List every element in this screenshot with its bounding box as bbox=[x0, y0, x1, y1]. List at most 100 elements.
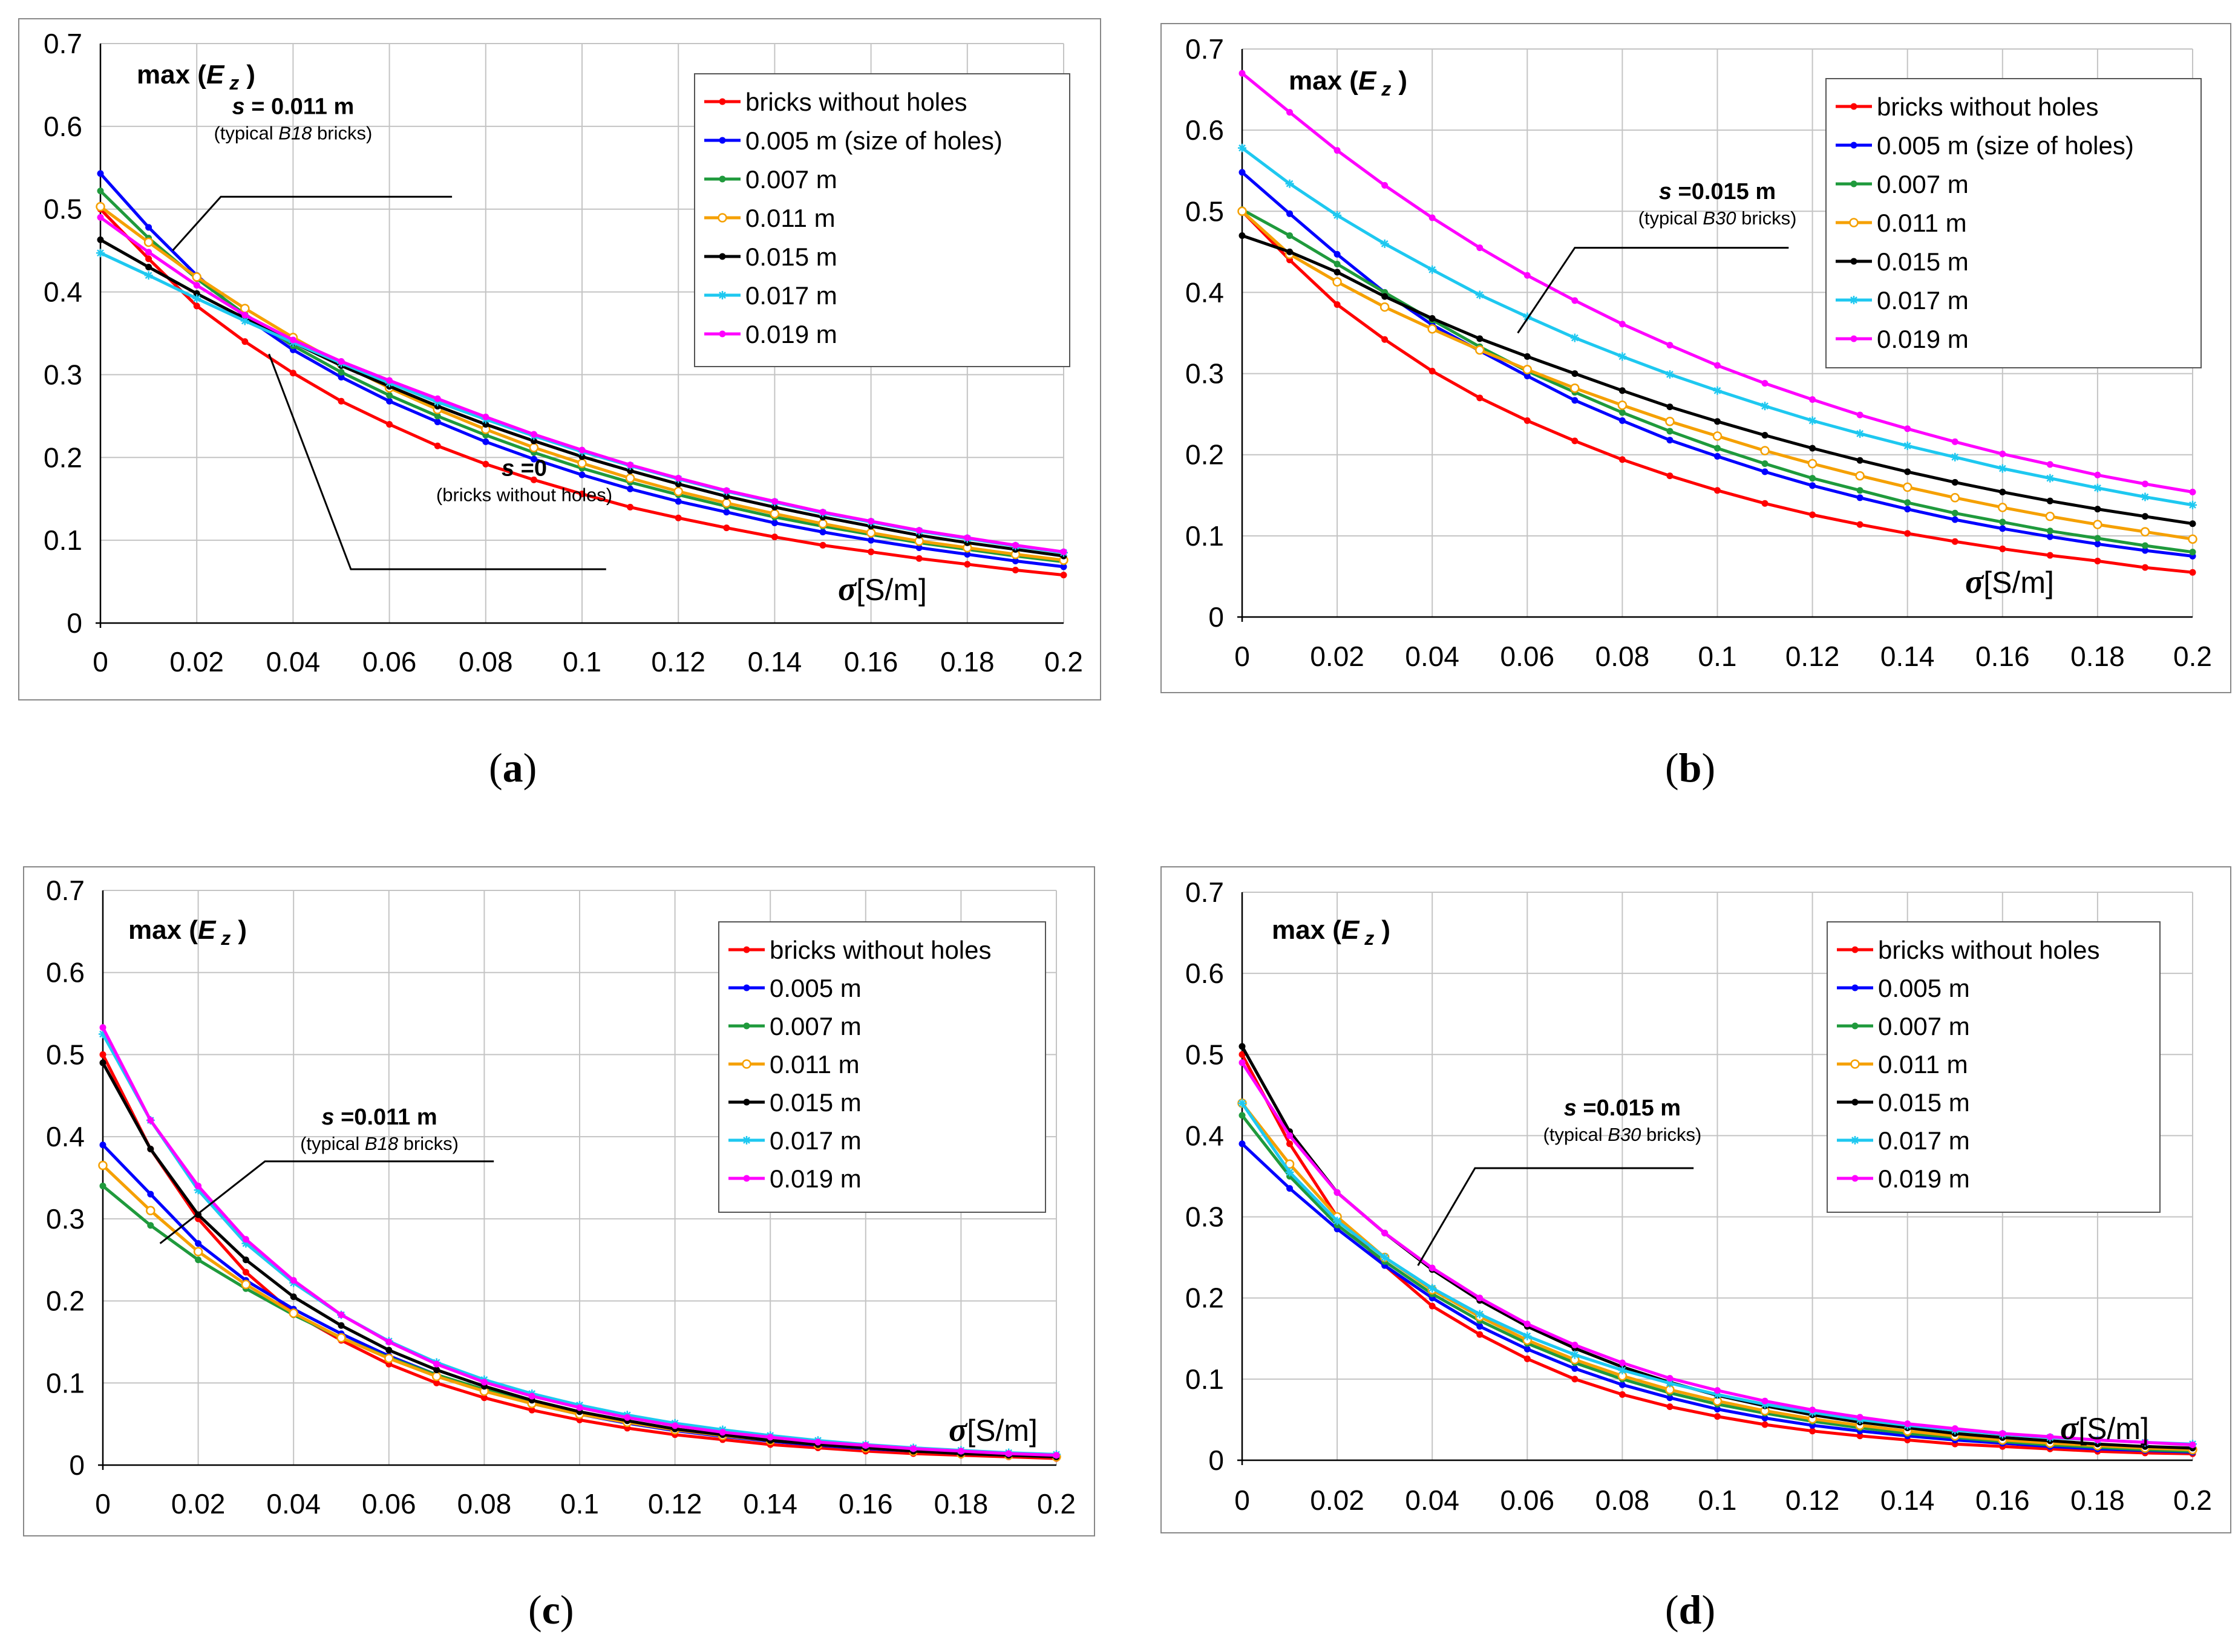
data-point bbox=[1523, 1345, 1531, 1353]
data-point bbox=[576, 1404, 583, 1411]
data-point bbox=[241, 338, 249, 345]
data-point bbox=[1856, 494, 1863, 501]
annotation-value: =0 bbox=[514, 455, 547, 481]
data-point bbox=[1666, 472, 1674, 480]
line-chart-a: 0 0.1 0.2 0.3 0.4 0.5 0.6 0.7 0 0.02 0.04 0.06 0.08 0… bbox=[18, 18, 1101, 700]
data-point bbox=[1428, 1302, 1436, 1310]
data-point bbox=[336, 1333, 346, 1343]
data-point bbox=[434, 413, 441, 420]
data-point bbox=[2046, 1433, 2053, 1440]
data-point bbox=[1714, 1387, 1721, 1394]
series-6 bbox=[1238, 143, 2197, 509]
data-point bbox=[1333, 260, 1341, 267]
data-point bbox=[99, 1059, 106, 1066]
data-point bbox=[1904, 425, 1911, 433]
data-point bbox=[192, 294, 201, 303]
data-point bbox=[1714, 1405, 1721, 1412]
x-tick-label: 0.18 bbox=[934, 1488, 989, 1520]
y-tick-label: 0.1 bbox=[46, 1367, 85, 1399]
data-point bbox=[97, 170, 104, 177]
y-tick-label: 0.5 bbox=[1185, 1039, 1224, 1070]
data-point bbox=[1380, 1253, 1389, 1262]
legend-marker bbox=[719, 330, 726, 338]
data-point bbox=[1523, 417, 1531, 424]
data-point bbox=[1618, 1359, 1626, 1366]
data-point bbox=[771, 534, 778, 541]
data-point bbox=[1476, 1323, 1484, 1330]
data-point bbox=[957, 1448, 964, 1455]
legend-item: 0.005 m (size of holes) bbox=[704, 126, 1003, 155]
annotation-label: s =0.015 m bbox=[1659, 179, 1776, 204]
data-point bbox=[1571, 397, 1579, 404]
data-point bbox=[578, 453, 586, 460]
data-point bbox=[1570, 383, 1580, 393]
legend-item: 0.019 m bbox=[728, 1164, 862, 1193]
data-point bbox=[2094, 557, 2101, 564]
data-point bbox=[767, 1434, 774, 1441]
data-point bbox=[1238, 232, 1246, 240]
data-point bbox=[1666, 1403, 1674, 1410]
legend-marker bbox=[1850, 180, 1857, 188]
data-point bbox=[2094, 535, 2101, 542]
y-tick-label: 0.2 bbox=[1185, 1282, 1224, 1314]
legend-label: 0.011 m bbox=[1878, 1050, 1968, 1079]
y-tick-label: 0.5 bbox=[1185, 195, 1224, 227]
data-point bbox=[1666, 428, 1674, 435]
data-point bbox=[1286, 1140, 1294, 1148]
data-point bbox=[195, 1240, 202, 1247]
x-tick-label: 0.1 bbox=[1698, 641, 1737, 672]
annotation-1: s =0.015 m (typical B30 bricks) bbox=[1417, 1095, 1701, 1266]
data-point bbox=[1904, 506, 1911, 513]
line-chart-d: 0 0.1 0.2 0.3 0.4 0.5 0.6 0.7 0 0.02 0.04 0.06 0.08 0… bbox=[1160, 866, 2231, 1533]
x-tick-label: 0.16 bbox=[844, 646, 898, 677]
x-tick-label: 0.16 bbox=[1975, 641, 2030, 672]
data-point bbox=[1951, 452, 1960, 462]
legend-marker bbox=[1851, 1175, 1859, 1182]
data-point bbox=[627, 503, 634, 511]
data-point bbox=[1618, 417, 1626, 424]
data-point bbox=[1428, 214, 1436, 221]
data-point bbox=[625, 473, 635, 483]
data-point bbox=[528, 1406, 535, 1414]
data-point bbox=[719, 1429, 726, 1436]
data-point bbox=[193, 302, 200, 310]
x-axis-label: σ[S/m] bbox=[949, 1411, 1038, 1449]
x-tick-label: 0.08 bbox=[1595, 1484, 1650, 1516]
y-tick-label: 0.6 bbox=[44, 111, 82, 142]
y-tick-label: 0.6 bbox=[1185, 114, 1224, 146]
y-tick-label: 0 bbox=[1208, 1445, 1224, 1476]
data-point bbox=[1950, 493, 1960, 503]
legend-label: 0.005 m bbox=[770, 974, 862, 1002]
data-point bbox=[1379, 302, 1390, 312]
y-tick-label: 0 bbox=[67, 607, 82, 639]
data-point bbox=[1809, 445, 1816, 452]
data-point bbox=[290, 1293, 297, 1301]
data-point bbox=[2046, 474, 2055, 483]
data-point bbox=[915, 527, 923, 534]
x-tick-label: 0.2 bbox=[2173, 1484, 2212, 1516]
data-point bbox=[145, 224, 152, 231]
x-tick-label: 0.06 bbox=[1500, 1484, 1555, 1516]
legend-box bbox=[694, 73, 1070, 367]
data-point bbox=[1523, 272, 1531, 279]
annotation-symbol: s bbox=[1659, 179, 1672, 204]
legend-item: bricks without holes bbox=[1837, 936, 2100, 964]
data-point bbox=[627, 462, 634, 469]
data-point bbox=[675, 480, 682, 488]
legend-marker bbox=[1851, 1136, 1859, 1144]
data-point bbox=[1618, 352, 1627, 361]
legend-item: 0.007 m bbox=[1837, 1012, 1970, 1040]
legend-label: 0.015 m bbox=[745, 243, 837, 271]
data-point bbox=[1333, 147, 1341, 154]
data-point bbox=[2046, 533, 2053, 540]
data-point bbox=[1428, 1284, 1437, 1293]
legend-marker bbox=[1850, 1059, 1860, 1069]
legend-label: 0.007 m bbox=[770, 1012, 862, 1040]
y-tick-label: 0.6 bbox=[46, 957, 85, 988]
data-point bbox=[1761, 380, 1768, 387]
data-point bbox=[240, 304, 250, 313]
data-point bbox=[1523, 1355, 1531, 1362]
y-tick-label: 0.7 bbox=[1185, 33, 1224, 65]
y-tick-label: 0 bbox=[1208, 601, 1224, 633]
caption-c: (c) bbox=[528, 1587, 574, 1633]
